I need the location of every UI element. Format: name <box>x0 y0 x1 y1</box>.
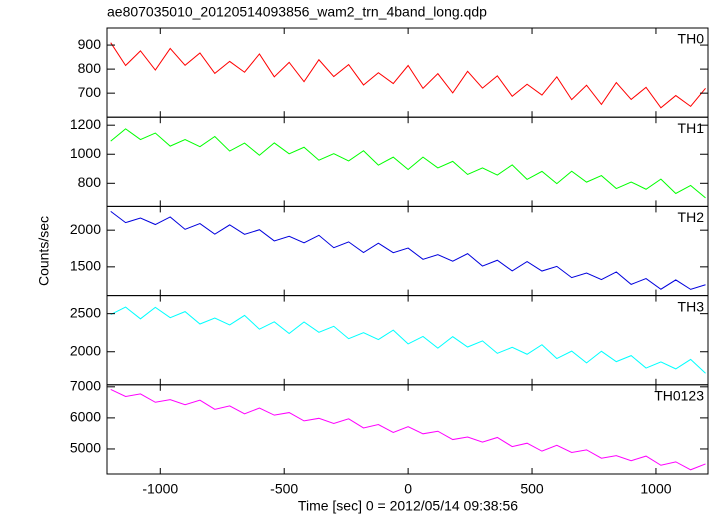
panel-label: TH0123 <box>654 388 704 404</box>
y-tick-label: 2000 <box>70 221 101 237</box>
y-tick-label: 800 <box>78 60 102 76</box>
panel-label: TH0 <box>678 31 705 47</box>
panel-frame <box>106 295 709 386</box>
y-tick-label: 1200 <box>70 116 101 132</box>
y-tick-label: 1000 <box>70 145 101 161</box>
x-tick-label: 500 <box>520 481 544 497</box>
y-axis-label: Counts/sec <box>36 216 52 286</box>
y-tick-label: 2000 <box>70 342 101 358</box>
y-tick-label: 7000 <box>70 378 101 394</box>
y-tick-label: 700 <box>78 84 102 100</box>
panel-label: TH3 <box>678 298 705 314</box>
data-line <box>110 388 706 471</box>
y-tick-label: 800 <box>78 174 102 190</box>
data-line <box>110 128 706 199</box>
data-line <box>110 210 706 290</box>
panel-frame <box>106 205 709 297</box>
panel-frame <box>106 384 709 475</box>
panel-frame <box>106 27 709 118</box>
x-tick-label: -500 <box>270 481 298 497</box>
data-line <box>110 306 706 374</box>
x-tick-label: -1000 <box>142 481 178 497</box>
x-tick-label: 1000 <box>640 481 671 497</box>
x-axis-label: Time [sec] 0 = 2012/05/14 09:38:56 <box>298 498 518 514</box>
panel-label: TH2 <box>678 209 705 225</box>
y-tick-label: 900 <box>78 36 102 52</box>
panel-label: TH1 <box>678 120 705 136</box>
y-tick-label: 5000 <box>70 440 101 456</box>
data-line <box>110 42 706 109</box>
y-tick-label: 2500 <box>70 304 101 320</box>
y-tick-label: 6000 <box>70 409 101 425</box>
y-tick-label: 1500 <box>70 258 101 274</box>
chart-title: ae807035010_20120514093856_wam2_trn_4ban… <box>107 4 487 20</box>
x-tick-label: 0 <box>404 481 412 497</box>
panel-frame <box>106 116 709 207</box>
